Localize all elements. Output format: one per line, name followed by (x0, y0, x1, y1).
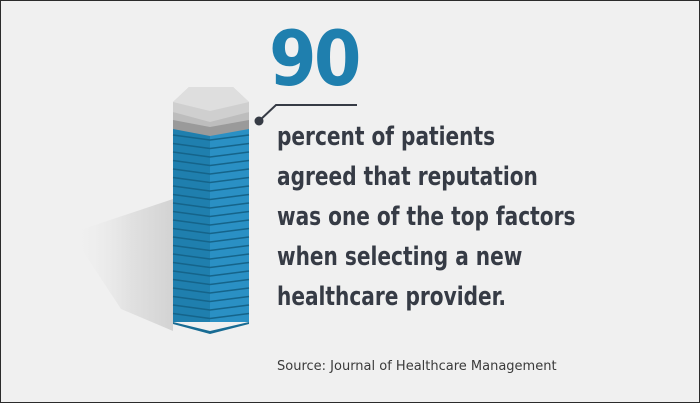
stat-value: 90 (269, 14, 361, 103)
stat-line: when selecting a new (277, 242, 523, 272)
stat-line: percent of patients (277, 122, 496, 152)
tower-stripe (172, 142, 250, 150)
tower-stripe (172, 219, 250, 226)
tower-stripe (172, 253, 250, 260)
tower-stripe (172, 312, 250, 320)
tower-stripe (172, 287, 250, 294)
stat-description: percent of patients agreed that reputati… (277, 117, 576, 317)
tower-stripe (172, 304, 250, 311)
tower-stripes (172, 134, 250, 320)
tower-base (173, 322, 249, 334)
stat-line: healthcare provider. (277, 282, 507, 312)
tower-top-hexagon-highlight (173, 87, 249, 111)
tower-shadow (71, 199, 173, 331)
callout-dot (254, 116, 264, 126)
tower-stripe (172, 270, 250, 277)
tower-stripe (172, 244, 250, 252)
tower-stripe (172, 236, 250, 243)
stat-line: was one of the top factors (277, 202, 576, 232)
tower-stripe (172, 168, 250, 175)
tower-stripe (172, 176, 250, 184)
tower-stripe (172, 134, 250, 141)
tower-stripe (172, 202, 250, 209)
tower-stripe (172, 295, 250, 303)
stat-line: agreed that reputation (277, 162, 538, 192)
tower-stripe (172, 185, 250, 192)
tower-stripe (172, 261, 250, 269)
tower-stripe (172, 278, 250, 286)
source-citation: Source: Journal of Healthcare Management (277, 359, 557, 374)
tower-stripe (172, 193, 250, 201)
tower-stripe (172, 151, 250, 158)
tower-stripe (172, 210, 250, 218)
tower-stripe (172, 159, 250, 167)
callout-line (258, 104, 357, 122)
tower-stripe (172, 227, 250, 235)
